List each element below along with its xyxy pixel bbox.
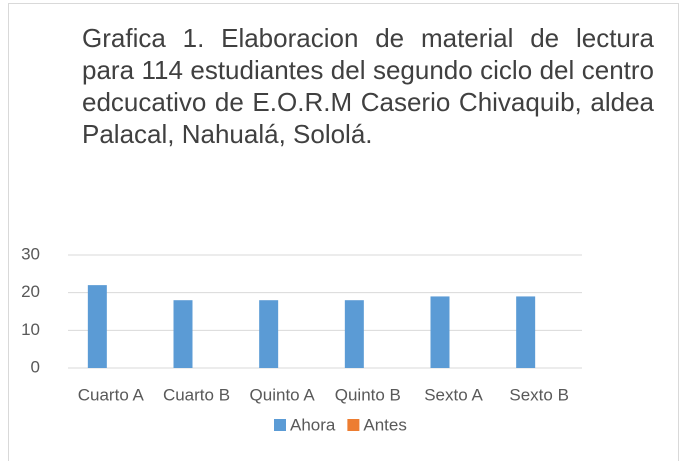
bar [259, 300, 279, 368]
chart-border [8, 3, 679, 461]
legend-swatch [274, 419, 286, 431]
legend-label: Ahora [290, 415, 336, 434]
x-tick-label: Quinto B [335, 385, 401, 404]
bar [87, 285, 107, 368]
y-tick-label: 20 [21, 282, 40, 301]
y-tick-label: 0 [31, 357, 40, 376]
y-tick-label: 30 [21, 244, 40, 263]
bar [344, 300, 364, 368]
x-tick-label: Sexto A [424, 385, 483, 404]
legend-swatch [347, 419, 360, 431]
y-tick-label: 10 [21, 320, 40, 339]
bar [516, 296, 536, 368]
x-tick-label: Quinto A [250, 385, 316, 404]
bar [430, 296, 450, 368]
bar [173, 300, 193, 368]
x-tick-label: Cuarto A [78, 385, 145, 404]
x-tick-label: Sexto B [509, 385, 569, 404]
x-tick-label: Cuarto B [163, 385, 230, 404]
legend-label: Antes [363, 415, 406, 434]
chart-title: Grafica 1. Elaboracion de material de le… [82, 23, 654, 149]
